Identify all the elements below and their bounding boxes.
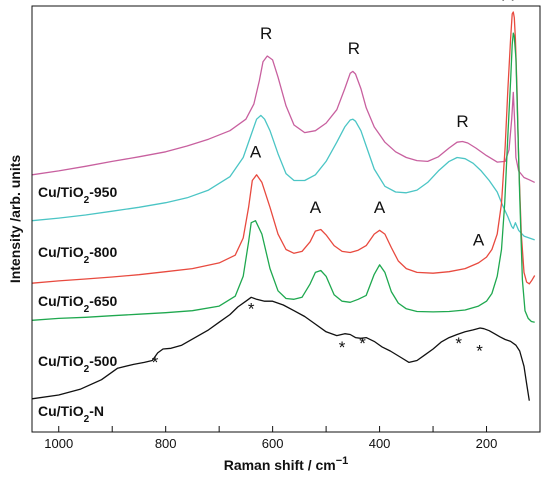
series-layer <box>31 11 536 401</box>
x-tick-label: 400 <box>369 436 391 451</box>
series-label-800: Cu/TiO2-800 <box>38 244 117 266</box>
anatase-peak-label: A <box>310 198 322 217</box>
asterisk-marker: * <box>152 353 159 372</box>
x-tick-label: 1000 <box>44 436 73 451</box>
series-line-650 <box>31 11 536 285</box>
x-tick-label: 200 <box>476 436 498 451</box>
asterisk-marker: * <box>476 342 483 361</box>
asterisk-marker: * <box>339 338 346 357</box>
rutile-peak-label: R <box>456 112 468 131</box>
x-axis-title-main: Raman shift / cm <box>224 457 336 473</box>
series-line-800 <box>31 114 535 241</box>
x-tick-label: 800 <box>155 436 177 451</box>
x-axis-title-superscript: −1 <box>336 455 349 467</box>
series-label-950: Cu/TiO2-950 <box>38 184 117 206</box>
series-label-layer: Cu/TiO2-950 Cu/TiO2-800 Cu/TiO2-650 Cu/TiO2… <box>38 184 117 425</box>
annotation-layer: R R R A A A A A * * * * * * <box>152 0 515 372</box>
anatase-peak-label: A <box>502 0 514 5</box>
asterisk-marker: * <box>248 300 255 319</box>
anatase-peak-label: A <box>473 231 485 250</box>
rutile-peak-label: R <box>260 24 272 43</box>
asterisk-marker: * <box>455 334 462 353</box>
series-line-n <box>31 296 530 401</box>
series-line-500 <box>31 32 535 323</box>
series-label-650: Cu/TiO2-650 <box>38 293 117 315</box>
x-tick-label: 600 <box>262 436 284 451</box>
rutile-peak-label: R <box>348 39 360 58</box>
series-label-n: Cu/TiO2-N <box>38 403 104 425</box>
x-axis-title: Raman shift / cm−1 <box>224 455 349 473</box>
anatase-peak-label: A <box>374 198 386 217</box>
plot-frame <box>31 5 541 433</box>
y-axis-title: Intensity /arb. units <box>7 155 23 284</box>
anatase-peak-label: A <box>250 143 262 162</box>
x-axis: 1000 800 600 400 200 <box>44 426 497 451</box>
series-label-500: Cu/TiO2-500 <box>38 353 117 375</box>
asterisk-marker: * <box>359 334 366 353</box>
